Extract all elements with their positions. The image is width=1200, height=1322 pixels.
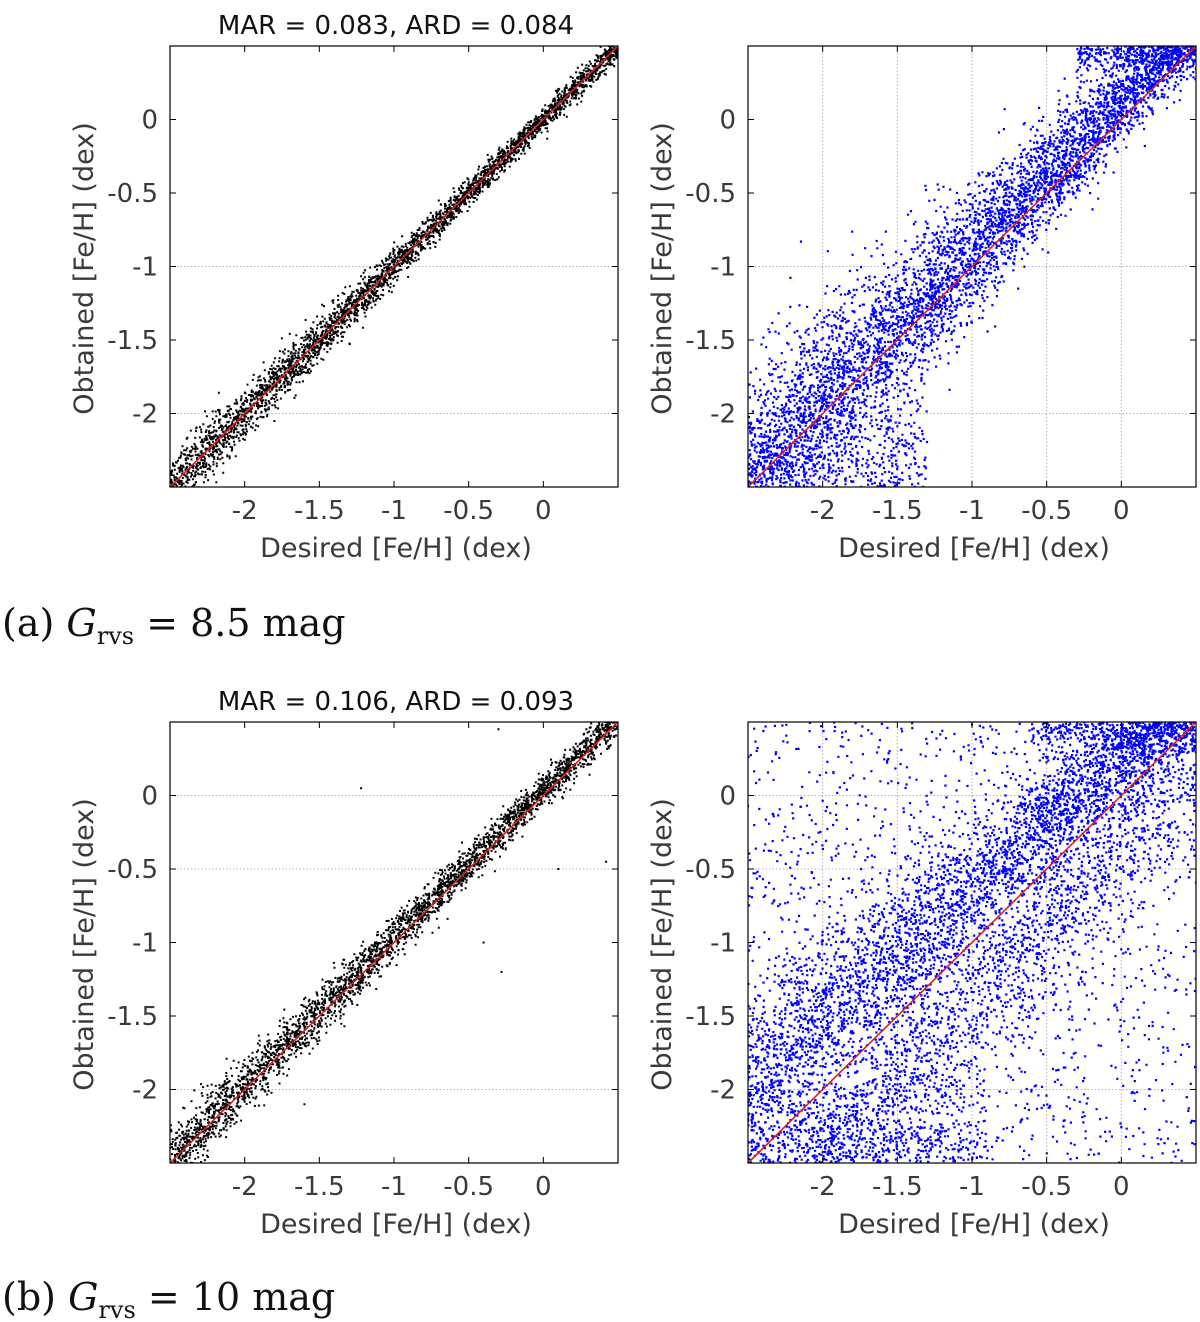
x-tick-label: 0 (535, 496, 552, 526)
x-tick-label: -1 (381, 496, 407, 526)
y-tick-label: -2 (710, 400, 736, 430)
x-tick-label: -2 (232, 1172, 258, 1202)
chart-title: MAR = 0.106, ARD = 0.093 (218, 687, 574, 717)
y-tick-label: -1 (132, 253, 158, 283)
y-tick-label: -1.5 (685, 326, 736, 356)
identity-line (747, 45, 1197, 488)
x-tick-label: -2 (810, 496, 836, 526)
y-tick-label: -2 (710, 1076, 736, 1106)
y-axis-label: Obtained [Fe/H] (dex) (69, 122, 100, 415)
y-tick-label: 0 (719, 106, 736, 136)
identity-line (747, 721, 1197, 1164)
y-tick-label: -0.5 (685, 855, 736, 885)
y-tick-label: -1 (710, 929, 736, 959)
y-tick-label: 0 (141, 782, 158, 812)
identity-line (169, 721, 619, 1164)
x-tick-label: -1.5 (294, 1172, 345, 1202)
y-tick-label: -1 (132, 929, 158, 959)
x-axis-label: Desired [Fe/H] (dex) (838, 1209, 1110, 1240)
x-tick-label: -1 (381, 1172, 407, 1202)
scatter-points (170, 46, 618, 487)
x-tick-label: -0.5 (1021, 496, 1072, 526)
y-tick-label: -0.5 (107, 855, 158, 885)
x-tick-label: -0.5 (443, 496, 494, 526)
y-tick-label: 0 (141, 106, 158, 136)
caption-b: (b) Grvs = 10 mag (2, 1275, 335, 1322)
y-tick-label: -1.5 (685, 1002, 736, 1032)
x-tick-label: -1 (959, 1172, 985, 1202)
x-tick-label: -1 (959, 496, 985, 526)
y-axis-label: Obtained [Fe/H] (dex) (69, 798, 100, 1091)
x-tick-label: 0 (535, 1172, 552, 1202)
x-tick-label: -2 (810, 1172, 836, 1202)
x-tick-label: 0 (1113, 1172, 1130, 1202)
identity-line (169, 45, 619, 488)
y-tick-label: 0 (719, 782, 736, 812)
y-tick-label: -0.5 (107, 179, 158, 209)
y-tick-label: -2 (132, 400, 158, 430)
x-tick-label: -1.5 (872, 496, 923, 526)
x-axis-label: Desired [Fe/H] (dex) (260, 533, 532, 564)
x-tick-label: -0.5 (443, 1172, 494, 1202)
y-tick-label: -0.5 (685, 179, 736, 209)
y-tick-label: -1.5 (107, 1002, 158, 1032)
x-tick-label: 0 (1113, 496, 1130, 526)
y-tick-label: -1 (710, 253, 736, 283)
x-tick-label: -1.5 (294, 496, 345, 526)
chart-title: MAR = 0.083, ARD = 0.084 (218, 11, 574, 41)
x-axis-label: Desired [Fe/H] (dex) (838, 533, 1110, 564)
y-tick-label: -2 (132, 1076, 158, 1106)
y-axis-label: Obtained [Fe/H] (dex) (647, 798, 678, 1091)
x-tick-label: -0.5 (1021, 1172, 1072, 1202)
x-axis-label: Desired [Fe/H] (dex) (260, 1209, 532, 1240)
x-tick-label: -1.5 (872, 1172, 923, 1202)
caption-a: (a) Grvs = 8.5 mag (2, 601, 346, 650)
y-tick-label: -1.5 (107, 326, 158, 356)
x-tick-label: -2 (232, 496, 258, 526)
y-axis-label: Obtained [Fe/H] (dex) (647, 122, 678, 415)
